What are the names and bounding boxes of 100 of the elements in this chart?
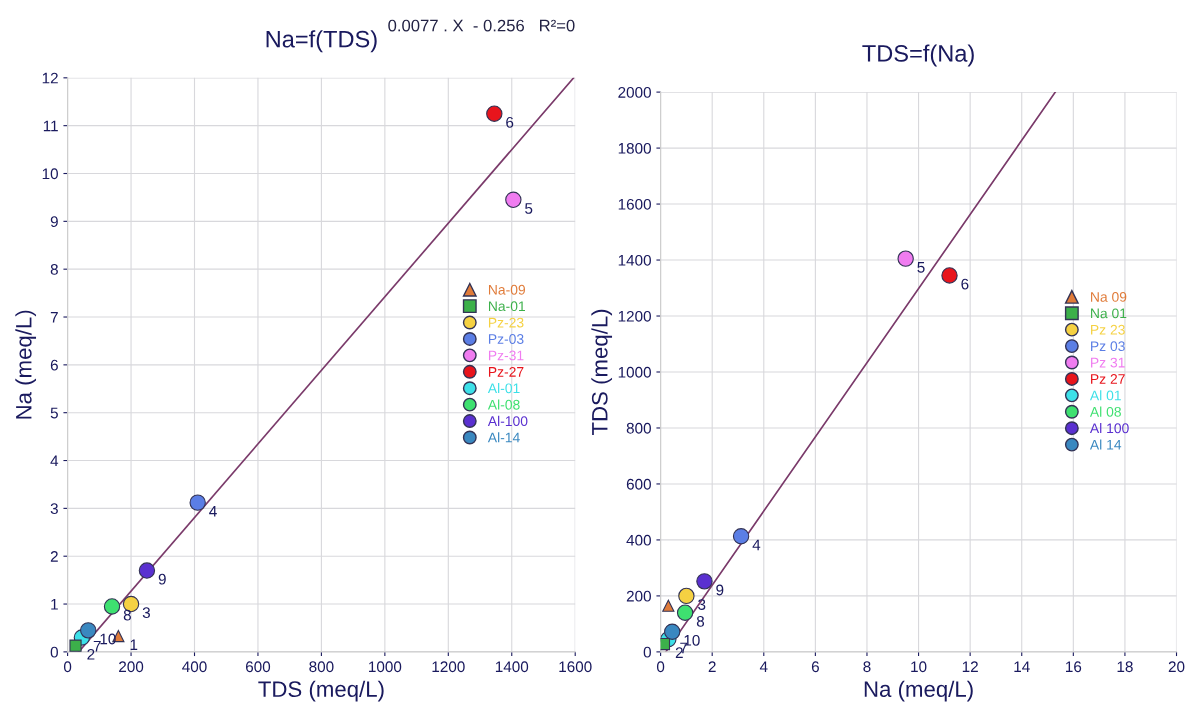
legend-label: Pz-03 bbox=[488, 334, 524, 344]
point bbox=[505, 191, 522, 209]
legend-label: Pz 27 bbox=[1091, 374, 1125, 384]
x-tick-label: 400 bbox=[182, 661, 207, 673]
x-tick-label: 600 bbox=[245, 661, 271, 673]
annotation: 6 bbox=[506, 116, 514, 128]
x-tick-label: 14 bbox=[1014, 661, 1030, 672]
legend-label: Na-09 bbox=[488, 284, 526, 295]
y-tick-label: 10 bbox=[42, 168, 58, 180]
y-tick-label: 5 bbox=[50, 407, 58, 419]
y-axis-title: Na (meq/L) bbox=[15, 310, 37, 419]
x-tick-label: 1000 bbox=[369, 661, 402, 673]
legend-label: Pz-31 bbox=[488, 350, 524, 361]
x-axis-title: TDS (meq/L) bbox=[258, 680, 384, 702]
legend-label: Al 14 bbox=[1089, 439, 1122, 450]
y-tick-label: 0 bbox=[643, 646, 651, 658]
annotation: 8 bbox=[696, 615, 705, 627]
x-tick-label: 1400 bbox=[495, 661, 529, 673]
x-tick-label: 200 bbox=[119, 661, 144, 673]
annotation: 8 bbox=[123, 609, 131, 621]
legend-label: Al 08 bbox=[1089, 406, 1121, 417]
x-tick-label: 0 bbox=[656, 661, 665, 673]
annotation: 4 bbox=[209, 506, 217, 517]
point bbox=[103, 598, 121, 615]
y-tick-label: 1600 bbox=[618, 198, 651, 210]
legend-label: Al-14 bbox=[487, 432, 520, 443]
x-tick-label: 1600 bbox=[559, 661, 592, 673]
y-tick-label: 0 bbox=[50, 646, 58, 658]
point bbox=[138, 562, 156, 579]
annotation: 7 bbox=[93, 640, 101, 652]
legend-label: Pz 03 bbox=[1091, 341, 1125, 352]
point bbox=[662, 599, 675, 612]
y-tick-label: 1800 bbox=[618, 142, 651, 154]
y-tick-label: 200 bbox=[626, 590, 651, 602]
x-tick-label: 800 bbox=[309, 661, 334, 673]
y-tick-label: 3 bbox=[50, 503, 58, 515]
y-tick-label: 800 bbox=[626, 422, 651, 434]
annotation: 3 bbox=[142, 607, 150, 619]
point bbox=[660, 637, 671, 651]
point bbox=[676, 604, 694, 621]
y-tick-label: 2000 bbox=[618, 86, 651, 98]
point bbox=[678, 587, 695, 605]
y-tick-label: 4 bbox=[50, 455, 59, 467]
x-tick-label: 6 bbox=[811, 661, 819, 673]
chart-title: TDS=f(Na) bbox=[862, 44, 974, 67]
legend-label: Al-100 bbox=[487, 415, 528, 427]
y-tick-label: 1200 bbox=[618, 310, 651, 322]
point bbox=[941, 267, 958, 284]
y-tick-label: 11 bbox=[43, 120, 58, 132]
x-tick-label: 8 bbox=[863, 661, 871, 673]
annotation: 1 bbox=[130, 639, 138, 650]
text: 0.0077 . X - 0.256 R²=0 bbox=[388, 19, 575, 32]
annotation: 9 bbox=[158, 573, 166, 585]
legend-label: Al-08 bbox=[487, 399, 520, 410]
legend-label: Na 01 bbox=[1091, 308, 1127, 319]
point bbox=[696, 573, 713, 590]
y-tick-label: 1000 bbox=[618, 366, 651, 378]
point bbox=[69, 639, 82, 652]
y-tick-label: 1 bbox=[51, 599, 58, 610]
legend-label: Al 01 bbox=[1089, 390, 1121, 401]
point bbox=[189, 494, 206, 511]
y-tick-label: 8 bbox=[50, 264, 58, 275]
annotation: 4 bbox=[752, 539, 761, 551]
annotation: 5 bbox=[917, 262, 925, 273]
legend-label: Al 100 bbox=[1089, 422, 1129, 434]
annotation: 3 bbox=[698, 599, 706, 610]
point bbox=[897, 250, 914, 267]
y-tick-label: 12 bbox=[42, 72, 58, 84]
x-tick-label: 0 bbox=[63, 661, 72, 673]
annotation: 9 bbox=[716, 584, 724, 596]
y-axis-title: TDS (meq/L) bbox=[591, 309, 613, 436]
x-tick-label: 1200 bbox=[432, 661, 465, 673]
legend-label: Pz 23 bbox=[1091, 324, 1125, 335]
x-tick-label: 10 bbox=[911, 661, 927, 673]
y-tick-label: 9 bbox=[50, 216, 58, 228]
annotation: 2 bbox=[87, 648, 95, 660]
x-tick-label: 4 bbox=[759, 661, 768, 672]
legend-label: Pz-27 bbox=[488, 366, 524, 377]
legend-label: Al-01 bbox=[487, 383, 520, 394]
x-tick-label: 20 bbox=[1168, 661, 1185, 673]
point bbox=[664, 623, 681, 640]
y-tick-label: 2 bbox=[50, 551, 58, 562]
legend-label: Pz-23 bbox=[488, 317, 524, 328]
y-tick-label: 1400 bbox=[618, 254, 651, 266]
point bbox=[732, 528, 750, 545]
annotation: 5 bbox=[525, 203, 533, 214]
x-tick-label: 18 bbox=[1117, 661, 1133, 673]
y-tick-label: 6 bbox=[50, 359, 58, 371]
x-tick-label: 2 bbox=[708, 661, 716, 672]
legend-label: Na-01 bbox=[488, 301, 525, 312]
y-tick-label: 7 bbox=[50, 312, 58, 323]
point bbox=[486, 105, 503, 122]
y-tick-label: 600 bbox=[626, 478, 651, 490]
annotation: 6 bbox=[961, 278, 969, 290]
point bbox=[80, 622, 97, 639]
x-tick-label: 16 bbox=[1066, 661, 1082, 673]
chart-title: Na=f(TDS) bbox=[266, 30, 377, 53]
x-axis-title: Na (meq/L) bbox=[864, 680, 973, 702]
x-tick-label: 12 bbox=[962, 661, 978, 672]
legend-label: Na 09 bbox=[1091, 292, 1127, 302]
